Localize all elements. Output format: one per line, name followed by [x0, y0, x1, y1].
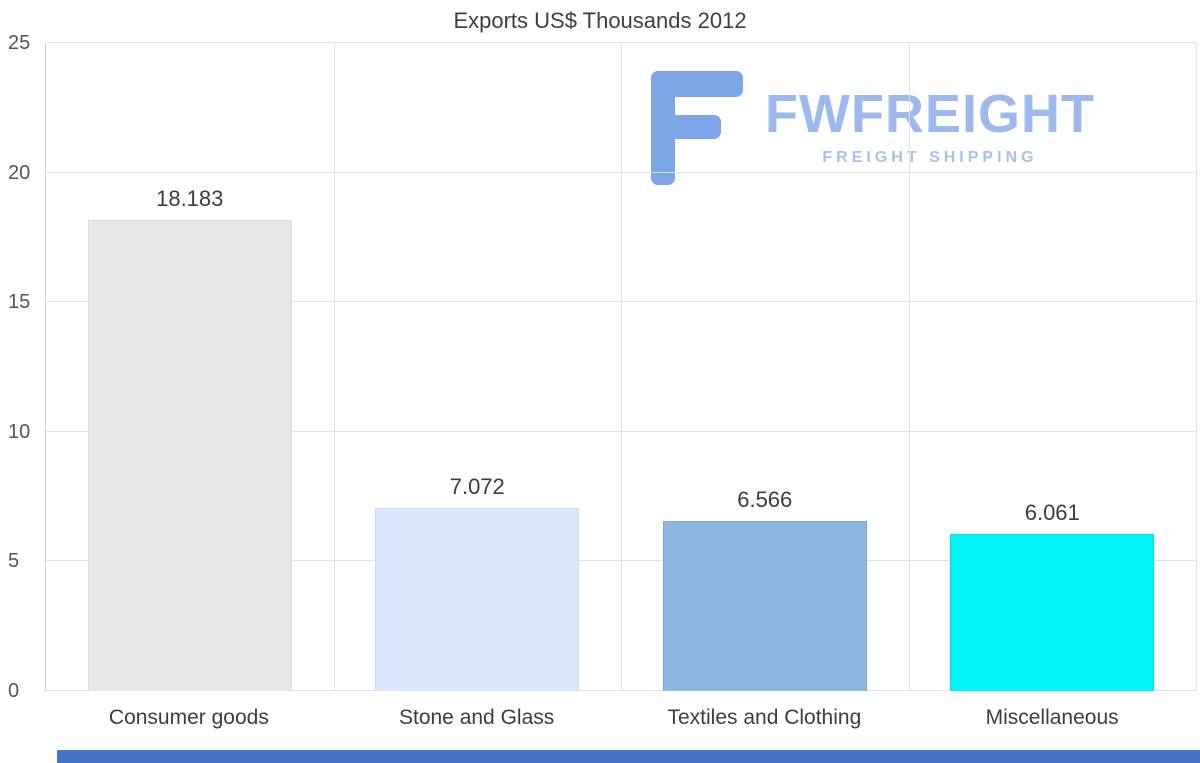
y-tick-label: 25: [8, 32, 31, 54]
gridline-vertical: [621, 43, 622, 691]
y-tick-label: 15: [8, 291, 31, 314]
logo-name: FWFREIGHT: [765, 84, 1095, 144]
category-label: Stone and Glass: [398, 706, 555, 729]
bar-value-label: 6.061: [1024, 499, 1080, 525]
horizontal-scrollbar[interactable]: [57, 750, 1200, 763]
logo: FWFREIGHT FREIGHT SHIPPING: [651, 71, 1095, 190]
bar[interactable]: [662, 520, 867, 691]
logo-text: FWFREIGHT FREIGHT SHIPPING: [765, 71, 1095, 167]
chart-area: 0 5 10 15 20 25 FWFREIGHT FREIGHT SHIPPING: [0, 33, 1197, 745]
gridline-vertical: [908, 43, 910, 691]
y-axis: 0 5 10 15 20 25: [0, 33, 45, 701]
y-tick-label: 20: [8, 161, 31, 184]
logo-subtitle: FREIGHT SHIPPING: [822, 149, 1038, 166]
bar-value-label: 6.566: [737, 486, 793, 512]
gridline-horizontal: [46, 42, 1196, 43]
chart-title: Exports US$ Thousands 2012: [453, 8, 747, 33]
bar[interactable]: [375, 507, 580, 691]
category-label: Consumer goods: [108, 706, 269, 729]
category-label: Miscellaneous: [985, 706, 1119, 729]
bar-value-label: 18.183: [156, 185, 224, 211]
y-tick-label: 5: [8, 550, 20, 573]
y-tick-label: 0: [8, 680, 20, 702]
fwfreight-logo-icon: [651, 71, 743, 190]
category-label: Textiles and Clothing: [667, 706, 862, 729]
plot-area: FWFREIGHT FREIGHT SHIPPING 18.183 7.072 6.…: [45, 42, 1197, 691]
bar[interactable]: [87, 219, 292, 691]
plot-column: FWFREIGHT FREIGHT SHIPPING 18.183 7.072 6.…: [45, 42, 1197, 745]
y-tick-label: 10: [8, 420, 31, 443]
gridline-vertical: [1196, 43, 1197, 691]
bar-value-label: 7.072: [449, 473, 505, 499]
x-axis-labels: Consumer goods Stone and Glass Textiles an…: [45, 691, 1196, 745]
gridline-vertical: [333, 43, 335, 691]
bar[interactable]: [950, 533, 1155, 691]
